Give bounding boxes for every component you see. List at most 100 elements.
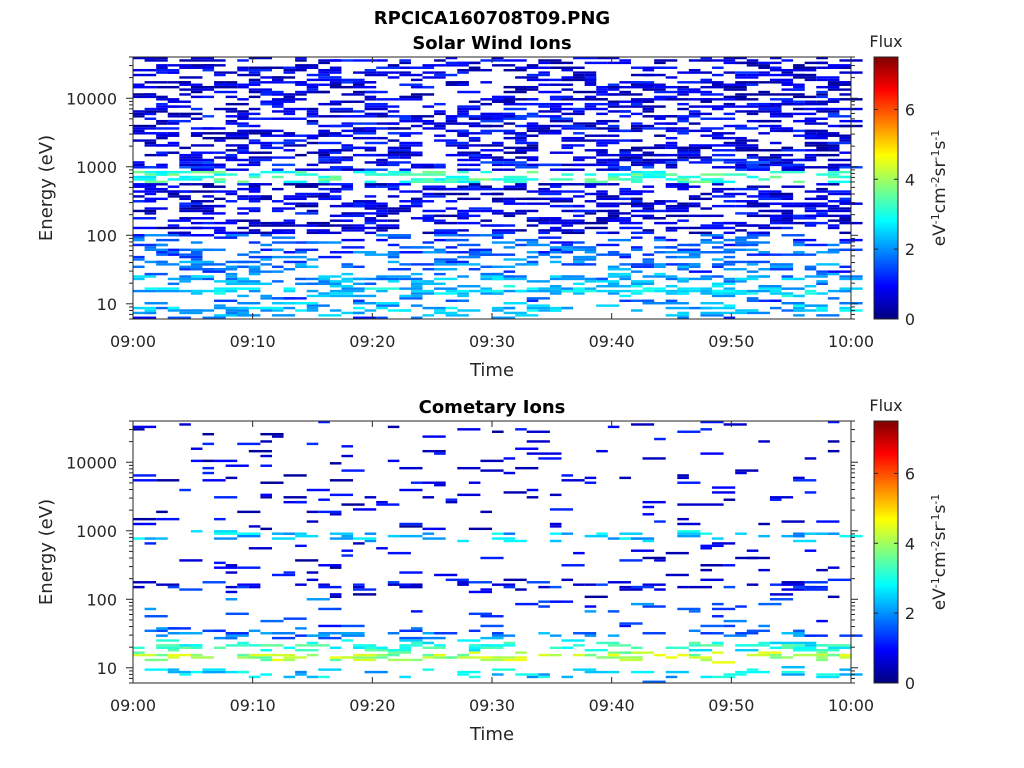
heatmap-cell [769,68,794,72]
heatmap-cell [596,202,620,205]
heatmap-cell [156,166,168,169]
heatmap-cell [677,277,689,281]
heatmap-cell [781,253,805,256]
heatmap-cell [746,98,759,101]
heatmap-cell [758,275,770,278]
heatmap-cell [746,161,770,164]
heatmap-cell [630,585,655,589]
heatmap-cell [712,187,736,191]
heatmap-cell [133,209,157,213]
heatmap-cell [167,670,191,674]
heatmap-cell [156,64,168,67]
heatmap-cell [642,146,666,150]
panel-cometary-ions: Cometary Ions 09:00 09:10 09:20 09:30 09:40 0… [36,396,950,745]
heatmap-cell [225,158,249,162]
heatmap-cell [712,615,724,618]
heatmap-cell [723,161,736,164]
heatmap-cell [271,309,284,312]
heatmap-cell [584,185,597,188]
heatmap-cell [584,289,597,293]
heatmap-cell [353,85,377,89]
heatmap-cell [758,178,770,181]
heatmap-cell [260,224,272,227]
heatmap-cell [677,607,701,611]
heatmap-cell [781,520,805,523]
heatmap-cell [271,76,296,79]
heatmap-cell [735,243,759,247]
heatmap-cell [318,129,330,133]
heatmap-cell [434,309,446,312]
heatmap-cell [700,56,713,60]
heatmap-cell [260,144,272,147]
heatmap-cell [364,141,388,145]
heatmap-cell [700,178,724,181]
heatmap-cell [549,61,574,65]
heatmap-cell [503,641,516,645]
heatmap-cell [503,302,527,305]
heatmap-cell [364,221,377,225]
heatmap-cell [214,236,238,239]
heatmap-cell [758,71,770,74]
heatmap-cell [318,231,330,235]
heatmap-cell [457,309,481,312]
heatmap-cell [654,221,678,225]
heatmap-cell [295,170,307,174]
heatmap-cell [665,98,689,101]
heatmap-cell [769,158,782,162]
heatmap-cell [364,649,377,652]
heatmap-cell [816,195,828,198]
heatmap-cell [827,180,851,184]
heatmap-cell [596,112,608,116]
heatmap-cell [156,634,168,637]
heatmap-cell [225,272,238,276]
heatmap-cell [584,73,597,77]
heatmap-cell [306,221,330,225]
heatmap-cell [793,243,805,247]
heatmap-cell [503,471,516,475]
heatmap-cell [526,581,550,584]
heatmap-cell [364,127,377,130]
heatmap-cell [538,585,550,589]
heatmap-cell [665,573,689,577]
heatmap-cell [746,289,770,293]
heatmap-cell [248,173,261,176]
heatmap-cell [295,534,319,538]
heatmap-cell [387,534,400,538]
heatmap-cell [561,251,574,254]
x-tick-label: 09:00 [110,332,156,351]
heatmap-cell [179,202,203,205]
heatmap-cell [561,183,585,186]
heatmap-cell [283,170,296,174]
heatmap-cell [410,151,423,154]
heatmap-cell [781,185,805,188]
heatmap-cell [816,56,828,60]
heatmap-cell [295,500,307,504]
heatmap-cell [665,314,689,317]
heatmap-cell [700,59,713,62]
heatmap-cell [723,231,736,235]
heatmap-cell [549,525,562,528]
heatmap-cell [410,117,423,120]
heatmap-cell [237,195,249,198]
heatmap-cell [549,229,574,232]
heatmap-cell [630,289,643,293]
heatmap-cell [318,636,342,640]
heatmap-cell [700,658,713,662]
heatmap-cell [573,158,585,162]
heatmap-cell [549,178,574,181]
heatmap-cell [190,656,215,659]
heatmap-cell [630,122,643,125]
heatmap-cell [584,83,597,86]
heatmap-cell [642,302,666,305]
heatmap-cell [712,641,724,645]
heatmap-cell [573,255,597,259]
heatmap-cell [144,212,157,215]
heatmap-cell [538,190,562,193]
heatmap-cell [295,559,319,562]
heatmap-cell [688,214,701,218]
heatmap-cell [306,231,330,235]
heatmap-cell [179,209,203,213]
colorbar-tick-label: 0 [905,674,915,693]
heatmap-cell [573,144,585,147]
heatmap-cell [712,265,724,269]
